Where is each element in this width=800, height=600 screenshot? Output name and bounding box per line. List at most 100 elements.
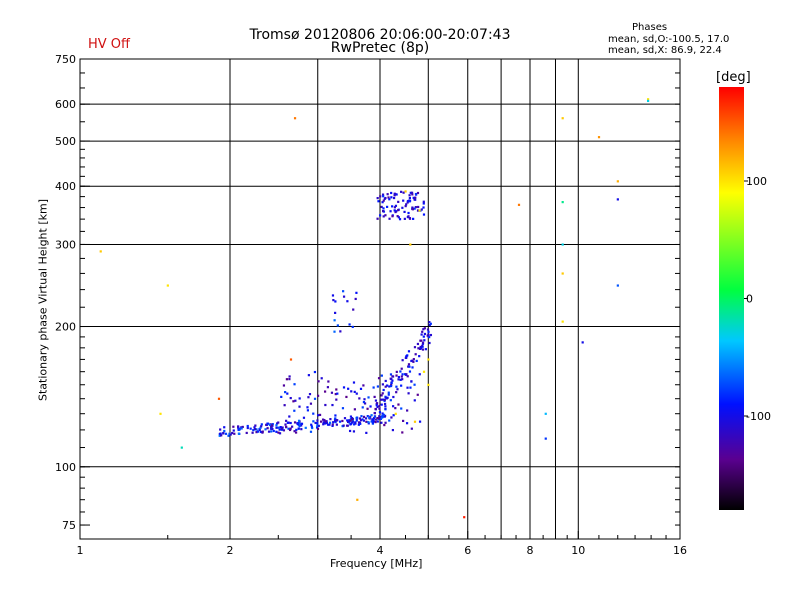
data-point xyxy=(384,385,387,388)
data-point xyxy=(413,399,416,402)
data-point xyxy=(361,418,364,421)
data-point xyxy=(359,387,363,390)
data-point xyxy=(418,209,421,212)
data-point xyxy=(307,396,310,399)
data-point xyxy=(390,416,393,419)
data-point xyxy=(219,432,222,435)
data-point xyxy=(376,405,379,409)
data-point xyxy=(256,430,260,433)
data-point xyxy=(407,211,410,215)
data-point xyxy=(428,336,431,339)
data-point xyxy=(353,390,356,393)
colorbar-tick-label: -100 xyxy=(746,410,771,423)
data-point xyxy=(387,196,390,199)
data-point xyxy=(284,423,287,426)
data-point xyxy=(410,359,413,363)
data-point xyxy=(328,421,332,424)
data-point xyxy=(348,429,352,433)
data-point xyxy=(355,419,358,422)
data-point xyxy=(422,328,425,331)
data-point xyxy=(338,420,342,423)
data-point xyxy=(246,426,249,430)
data-point xyxy=(279,425,282,429)
data-point xyxy=(391,205,394,208)
data-point xyxy=(298,425,301,428)
data-point xyxy=(382,413,385,416)
data-point xyxy=(298,405,301,408)
data-point xyxy=(403,217,406,220)
data-point xyxy=(392,405,395,408)
data-point xyxy=(413,198,416,201)
data-point xyxy=(228,432,231,435)
data-point xyxy=(294,399,297,402)
data-point xyxy=(297,422,300,425)
data-point xyxy=(360,415,363,418)
data-point xyxy=(329,418,332,421)
data-point xyxy=(276,422,279,425)
data-point xyxy=(308,393,312,396)
data-point xyxy=(323,422,327,425)
data-point xyxy=(351,418,354,421)
data-point xyxy=(646,98,650,101)
data-point xyxy=(411,193,414,196)
data-point xyxy=(335,388,338,391)
data-point xyxy=(382,215,385,218)
data-point xyxy=(316,427,320,431)
data-point xyxy=(332,421,335,424)
data-point xyxy=(426,328,430,331)
data-point xyxy=(410,191,414,194)
data-point xyxy=(289,358,293,361)
data-point xyxy=(317,414,320,417)
data-point xyxy=(341,407,345,410)
data-point xyxy=(401,373,404,376)
data-point xyxy=(407,363,411,366)
data-point xyxy=(266,422,269,425)
data-point xyxy=(241,425,244,429)
data-point xyxy=(291,425,294,428)
data-point xyxy=(359,419,363,422)
data-point xyxy=(376,416,379,420)
data-point xyxy=(420,339,423,342)
data-point xyxy=(334,392,337,396)
data-point xyxy=(416,191,420,195)
data-point xyxy=(380,421,383,424)
data-point xyxy=(365,420,368,423)
data-point xyxy=(342,290,345,293)
data-point xyxy=(407,365,410,368)
data-point xyxy=(223,426,226,429)
data-point xyxy=(400,367,403,370)
data-point xyxy=(429,333,433,337)
data-point xyxy=(377,377,381,380)
data-point xyxy=(356,498,359,501)
data-point xyxy=(380,205,383,209)
data-point xyxy=(341,419,344,423)
data-point xyxy=(388,419,391,422)
data-point xyxy=(355,291,358,294)
data-point xyxy=(406,409,409,412)
data-point xyxy=(427,330,430,333)
data-point xyxy=(383,423,386,427)
data-point xyxy=(354,421,357,424)
data-point xyxy=(398,218,402,221)
data-point xyxy=(421,341,425,344)
data-point xyxy=(316,422,319,425)
data-point xyxy=(309,402,313,405)
data-point xyxy=(405,373,408,376)
data-point xyxy=(324,403,327,407)
data-point xyxy=(288,378,291,381)
data-point xyxy=(264,428,267,431)
x-tick-label: 2 xyxy=(227,544,234,557)
data-point xyxy=(387,391,390,394)
data-point xyxy=(288,428,292,432)
data-point xyxy=(351,325,354,329)
data-point xyxy=(376,420,379,423)
data-point xyxy=(380,394,383,397)
data-point xyxy=(285,378,289,381)
data-point xyxy=(384,405,387,408)
data-point xyxy=(315,426,319,429)
data-point xyxy=(379,195,382,198)
data-point xyxy=(383,414,387,418)
data-point xyxy=(405,354,408,358)
data-point xyxy=(399,378,402,381)
data-point xyxy=(371,418,374,421)
